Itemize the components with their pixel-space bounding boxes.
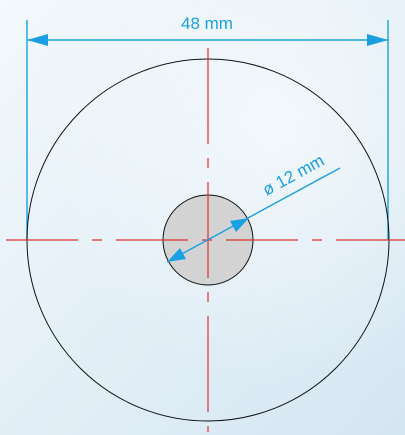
outer-dimension-arrow-right	[367, 34, 388, 46]
inner-dimension-arrow-lower	[167, 248, 186, 262]
inner-dimension-arrow-upper	[230, 218, 249, 232]
outer-dimension-arrow-left	[27, 34, 48, 46]
inner-dimension-line	[166, 167, 341, 263]
outer-diameter-label: 48 mm	[181, 14, 233, 33]
